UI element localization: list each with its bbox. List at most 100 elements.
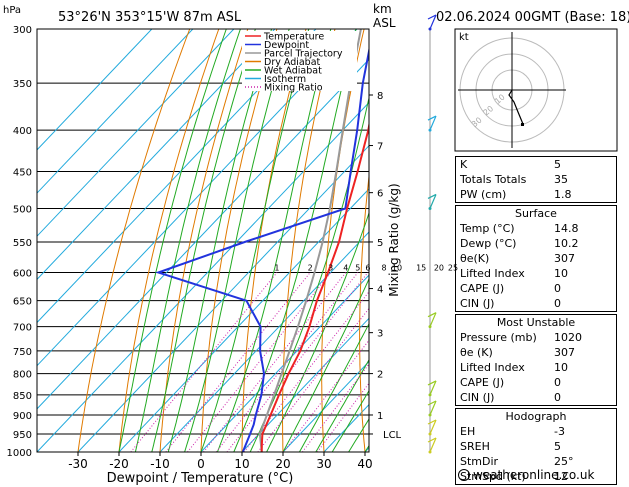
index-label: StmDir: [460, 455, 499, 468]
temperature-tick-label: 30: [316, 457, 331, 471]
index-value: 10.2: [554, 237, 579, 250]
km-tick-label: 6: [377, 189, 383, 200]
index-label: SREH: [460, 440, 490, 453]
temperature-tick-label: -30: [68, 457, 88, 471]
isotherm: [37, 29, 235, 237]
legend-entry: Parcel Trajectory: [264, 49, 343, 60]
index-value: 1.8: [554, 188, 572, 201]
wind-barb-flag: [427, 115, 437, 121]
temperature-tick-label: -10: [150, 457, 170, 471]
pressure-tick-label: 650: [13, 297, 32, 308]
mixing-ratio-label: 20: [434, 264, 444, 273]
index-label: CIN (J): [460, 297, 495, 310]
km-tick-label: 4: [377, 285, 383, 296]
wind-barb-dot: [428, 413, 432, 417]
wind-barb: [429, 14, 437, 30]
pressure-tick-label: 850: [13, 391, 32, 402]
mu-row: CIN (J) 0: [456, 390, 616, 405]
index-value: 5: [554, 440, 561, 453]
legend-entry: Dewpoint: [264, 40, 309, 51]
pressure-tick-label: 400: [13, 126, 32, 137]
pressure-tick-label: 950: [13, 430, 32, 441]
dry-adiabat: [77, 29, 191, 452]
wet-adiabat: [233, 29, 357, 452]
dry-adiabat: [625, 29, 629, 452]
temperature-tick-label: 40: [357, 457, 372, 471]
wet-adiabat: [184, 29, 290, 452]
hodograph-trace: [508, 89, 524, 125]
wet-adiabat: [134, 29, 241, 452]
legend-entry: Temperature: [263, 32, 324, 43]
pressure-tick-label: 600: [13, 269, 32, 280]
mu-row: θe (K) 307: [456, 345, 616, 360]
index-value: 307: [554, 346, 575, 359]
wind-barbs: [427, 14, 437, 454]
pressure-tick-label: 500: [13, 204, 32, 215]
index-value: 12: [554, 470, 568, 483]
wind-barb-dot: [428, 393, 432, 397]
mu-row: CAPE (J) 0: [456, 375, 616, 390]
pressure-tick-label: 450: [13, 167, 32, 178]
dewpoint-line: [155, 45, 369, 452]
wind-barb-dot: [428, 128, 432, 132]
isotherm: [159, 231, 369, 452]
wind-barb-dot: [428, 450, 432, 454]
index-value: 35: [554, 173, 568, 186]
copyright-icon: [458, 469, 470, 481]
mixing-ratio-label: 4: [343, 264, 348, 273]
index-label: EH: [460, 425, 476, 438]
watermark-text: weatheronline.co.uk: [473, 468, 595, 482]
isotherm: [37, 101, 369, 452]
mixing-ratio-line: [316, 382, 369, 452]
temperature-tick-label: 0: [197, 457, 205, 471]
surface-row: CAPE (J) 0: [456, 281, 616, 296]
surface-row: Lifted Index 10: [456, 266, 616, 281]
index-label: Dewp (°C): [460, 237, 517, 250]
temperature-tick-label: -20: [109, 457, 129, 471]
mixing-ratio-label: 5: [355, 264, 360, 273]
most-unstable-title: Most Unstable: [496, 316, 576, 329]
wind-barb-dot: [428, 325, 432, 329]
wind-barb-flag: [427, 193, 437, 200]
dry-adiabat: [282, 29, 336, 452]
hodo-row: EH -3: [456, 424, 616, 439]
index-value: 10: [554, 361, 568, 374]
wind-barb-dot: [428, 206, 432, 210]
isotherm: [37, 29, 276, 281]
index-label: CIN (J): [460, 391, 495, 404]
mixing-ratio-label: 2: [308, 264, 313, 273]
hodograph-indices-box: Hodograph EH -3 SREH 5 StmDir 25° StmSpd (kt) 1…: [455, 408, 617, 485]
isotherm: [37, 29, 194, 194]
wet-adiabat: [282, 277, 369, 452]
pressure-tick-label: 350: [13, 79, 32, 90]
basic-row: PW (cm) 1.8: [456, 187, 616, 202]
sounding-curves: [155, 29, 369, 452]
index-value: 10: [554, 267, 568, 280]
wind-barb-flag: [427, 437, 437, 443]
surface-title: Surface: [515, 207, 557, 220]
asl-axis-label: ASL: [373, 16, 396, 30]
dry-adiabat: [241, 29, 307, 452]
hodograph-storm-marker: [521, 123, 524, 126]
legend-entry: Dry Adiabat: [264, 57, 321, 68]
wet-adiabat: [118, 29, 227, 452]
mixing-ratio-line: [130, 272, 278, 452]
wind-barb-dot: [428, 432, 432, 436]
mixing-ratio-line: [165, 272, 311, 452]
index-value: 0: [554, 297, 561, 310]
index-label: Lifted Index: [460, 267, 525, 280]
index-value: 307: [554, 252, 575, 265]
background-grid: [37, 29, 629, 452]
index-value: 0: [554, 391, 561, 404]
index-value: 1020: [554, 331, 582, 344]
isotherm: [200, 274, 369, 452]
index-value: 0: [554, 376, 561, 389]
most-unstable-box: Most Unstable Pressure (mb) 1020 θe (K) 307…: [455, 314, 617, 406]
index-value: 5: [554, 158, 561, 171]
wind-barb-dot: [428, 27, 432, 31]
station-location: 53°26'N 353°15'W 87m ASL: [58, 10, 242, 25]
pressure-tick-label: 800: [13, 370, 32, 381]
km-tick-label: 5: [377, 238, 383, 249]
